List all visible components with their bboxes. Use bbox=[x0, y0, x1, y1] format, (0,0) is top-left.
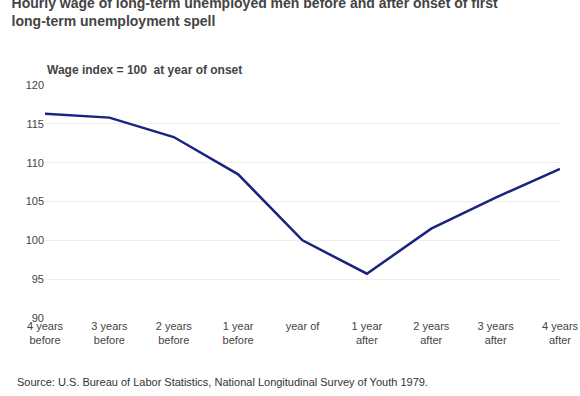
svg-text:90: 90 bbox=[32, 312, 44, 324]
svg-text:100: 100 bbox=[26, 234, 44, 246]
svg-text:2 yearsafter: 2 yearsafter bbox=[413, 320, 450, 346]
svg-text:Hourly wage of long-term unemp: Hourly wage of long-term unemployed men … bbox=[12, 0, 499, 29]
svg-text:2 yearsbefore: 2 yearsbefore bbox=[156, 320, 193, 346]
svg-text:105: 105 bbox=[26, 195, 44, 207]
svg-text:3 yearsbefore: 3 yearsbefore bbox=[91, 320, 128, 346]
svg-text:Source: U.S. Bureau of Labor S: Source: U.S. Bureau of Labor Statistics,… bbox=[17, 376, 428, 388]
svg-text:4 yearsafter: 4 yearsafter bbox=[542, 320, 579, 346]
svg-text:110: 110 bbox=[26, 157, 44, 169]
svg-text:120: 120 bbox=[26, 79, 44, 91]
svg-text:year of: year of bbox=[286, 320, 321, 332]
svg-text:1 yearbefore: 1 yearbefore bbox=[223, 320, 254, 346]
svg-text:95: 95 bbox=[32, 273, 44, 285]
svg-text:Wage index = 100 at year of o: Wage index = 100 at year of onset bbox=[47, 63, 242, 77]
svg-text:1 yearafter: 1 yearafter bbox=[352, 320, 383, 346]
svg-text:3 yearsafter: 3 yearsafter bbox=[478, 320, 515, 346]
svg-text:115: 115 bbox=[26, 118, 44, 130]
svg-text:4 yearsbefore: 4 yearsbefore bbox=[27, 320, 64, 346]
